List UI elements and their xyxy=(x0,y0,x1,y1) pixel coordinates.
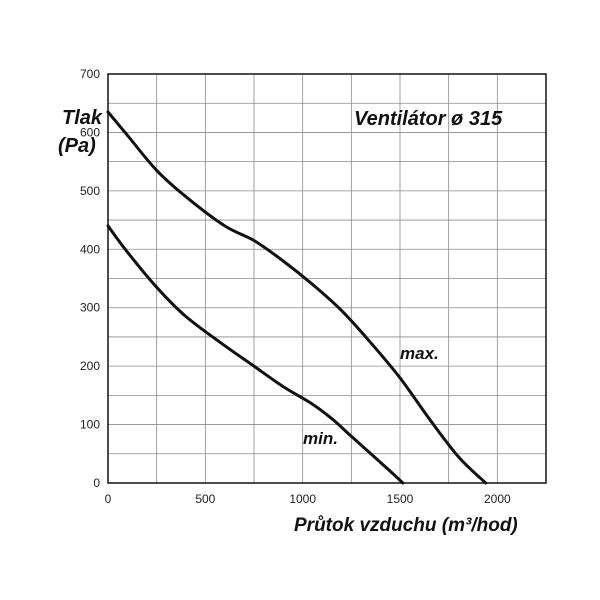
x-tick-label: 0 xyxy=(105,492,112,506)
grid-lines xyxy=(108,74,546,483)
y-tick-label: 0 xyxy=(93,476,100,490)
y-tick-label: 500 xyxy=(80,184,100,198)
y-axis-label-line2: (Pa) xyxy=(58,135,96,157)
tick-labels: 0 500 1000 1500 2000 0 100 200 300 400 500 600 700 xyxy=(80,67,511,506)
y-tick-label: 400 xyxy=(80,242,100,256)
plot-frame xyxy=(107,73,547,484)
y-tick-label: 600 xyxy=(80,125,100,139)
curve-label-min: min. xyxy=(303,429,338,448)
series-line-max xyxy=(106,110,488,485)
series-line-min xyxy=(106,224,405,485)
x-axis-label: Průtok vzduchu (m³/hod) xyxy=(294,515,518,536)
series-curves xyxy=(106,110,488,485)
x-tick-label: 2000 xyxy=(484,492,511,506)
y-tick-label: 300 xyxy=(80,301,100,315)
x-tick-label: 1000 xyxy=(289,492,316,506)
y-axis-label-line1: Tlak xyxy=(62,107,103,129)
x-tick-label: 1500 xyxy=(387,492,414,506)
y-tick-label: 100 xyxy=(80,418,100,432)
chart-title: Ventilátor ø 315 xyxy=(354,108,503,130)
y-tick-label: 200 xyxy=(80,359,100,373)
x-tick-label: 500 xyxy=(195,492,215,506)
curve-label-max: max. xyxy=(400,344,439,363)
y-tick-label: 700 xyxy=(80,67,100,81)
